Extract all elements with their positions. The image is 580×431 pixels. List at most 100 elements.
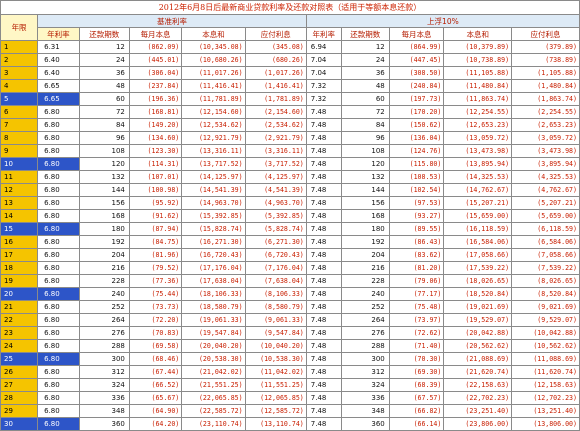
- total-cell: (15,392.85): [181, 209, 246, 223]
- total-up-cell: (22,702.23): [443, 391, 513, 405]
- total-cell: (12,534.62): [181, 118, 246, 132]
- monthly-cell: (64.90): [128, 404, 183, 418]
- monthly-up-cell: (447.45): [388, 53, 445, 67]
- year-cell: 16: [0, 235, 39, 249]
- rate-cell: 6.80: [37, 378, 80, 392]
- table-row: 18 6.80 216 (79.52) (17,176.04) (7,176.04) 7.4…: [0, 261, 580, 275]
- count-up-cell: 204: [340, 248, 390, 262]
- count-cell: 36: [78, 66, 130, 80]
- total-up-cell: (18,026.65): [443, 274, 513, 288]
- interest-cell: (10,040.20): [244, 339, 307, 353]
- interest-up-cell: (7,058.66): [511, 248, 580, 262]
- total-up-cell: (22,158.63): [443, 378, 513, 392]
- interest-cell: (1,781.89): [244, 92, 307, 106]
- total-up-cell: (23,806.00): [443, 417, 513, 431]
- table-row: 29 6.80 348 (64.90) (22,585.72) (12,585.72) 7.…: [0, 404, 580, 418]
- table-row: 8 6.80 96 (134.60) (12,921.79) (2,921.79) 7.48…: [0, 131, 580, 145]
- monthly-cell: (65.67): [128, 391, 183, 405]
- interest-cell: (12,065.85): [244, 391, 307, 405]
- interest-up-cell: (11,088.69): [511, 352, 580, 366]
- monthly-up-cell: (150.62): [388, 118, 445, 132]
- count-up-cell: 348: [340, 404, 390, 418]
- rate-cell: 6.80: [37, 131, 80, 145]
- monthly-cell: (100.98): [128, 183, 183, 197]
- interest-cell: (10,538.30): [244, 352, 307, 366]
- year-cell: 9: [0, 144, 39, 158]
- rate-up-cell: 7.48: [305, 209, 342, 223]
- monthly-cell: (862.09): [128, 40, 183, 54]
- year-cell: 10: [0, 157, 39, 171]
- total-cell: (13,316.11): [181, 144, 246, 158]
- year-cell: 17: [0, 248, 39, 262]
- interest-up-cell: (379.89): [511, 40, 580, 54]
- total-cell: (19,547.84): [181, 326, 246, 340]
- monthly-up-cell: (240.84): [388, 79, 445, 93]
- year-cell: 26: [0, 365, 39, 379]
- interest-up-cell: (1,863.74): [511, 92, 580, 106]
- interest-up-cell: (11,620.74): [511, 365, 580, 379]
- table-row: 6 6.80 72 (168.81) (12,154.60) (2,154.60) 7.48…: [0, 105, 580, 119]
- monthly-up-cell: (69.30): [388, 365, 445, 379]
- total-up-cell: (17,058.66): [443, 248, 513, 262]
- table-row: 1 6.31 12 (862.09) (10,345.08) (345.08) 6.94 12…: [0, 40, 580, 54]
- count-up-cell: 108: [340, 144, 390, 158]
- total-up-cell: (21,620.74): [443, 365, 513, 379]
- count-cell: 132: [78, 170, 130, 184]
- monthly-cell: (79.52): [128, 261, 183, 275]
- count-cell: 192: [78, 235, 130, 249]
- count-cell: 228: [78, 274, 130, 288]
- monthly-cell: (149.20): [128, 118, 183, 132]
- rate-cell: 6.80: [37, 209, 80, 223]
- rate-up-cell: 7.32: [305, 79, 342, 93]
- total-cell: (16,720.43): [181, 248, 246, 262]
- total-up-cell: (21,088.69): [443, 352, 513, 366]
- table-row: 30 6.80 360 (64.20) (23,110.74) (13,110.74) 7.…: [0, 417, 580, 431]
- interest-up-cell: (4,762.67): [511, 183, 580, 197]
- total-up-cell: (16,584.06): [443, 235, 513, 249]
- monthly-up-cell: (68.39): [388, 378, 445, 392]
- count-cell: 144: [78, 183, 130, 197]
- count-cell: 288: [78, 339, 130, 353]
- count-cell: 312: [78, 365, 130, 379]
- total-up-cell: (23,251.40): [443, 404, 513, 418]
- total-cell: (21,551.25): [181, 378, 246, 392]
- interest-cell: (1,416.41): [244, 79, 307, 93]
- count-cell: 264: [78, 313, 130, 327]
- monthly-up-cell: (93.27): [388, 209, 445, 223]
- count-up-cell: 264: [340, 313, 390, 327]
- interest-cell: (5,828.74): [244, 222, 307, 236]
- monthly-cell: (72.20): [128, 313, 183, 327]
- total-header: 本息和: [181, 27, 246, 41]
- interest-cell: (4,963.70): [244, 196, 307, 210]
- rate-up-cell: 7.48: [305, 183, 342, 197]
- year-cell: 22: [0, 313, 39, 327]
- year-cell: 23: [0, 326, 39, 340]
- rate-cell: 6.40: [37, 53, 80, 67]
- monthly-cell: (306.04): [128, 66, 183, 80]
- interest-up-cell: (3,059.72): [511, 131, 580, 145]
- monthly-cell: (123.30): [128, 144, 183, 158]
- rate-cell: 6.80: [37, 235, 80, 249]
- rate-cell: 6.80: [37, 391, 80, 405]
- monthly-up-cell: (75.48): [388, 300, 445, 314]
- count-up-cell: 120: [340, 157, 390, 171]
- count-up-cell: 336: [340, 391, 390, 405]
- rate-up-cell: 7.48: [305, 261, 342, 275]
- interest-up-cell: (6,584.06): [511, 235, 580, 249]
- monthly-cell: (67.44): [128, 365, 183, 379]
- rate-cell: 6.80: [37, 326, 80, 340]
- table-row: 5 6.65 60 (196.36) (11,781.89) (1,781.89) 7.32…: [0, 92, 580, 106]
- total-cell: (18,106.33): [181, 287, 246, 301]
- monthly-up-cell: (67.57): [388, 391, 445, 405]
- count-up-cell: 288: [340, 339, 390, 353]
- interest-up-cell: (9,529.07): [511, 313, 580, 327]
- rate-cell: 6.80: [37, 183, 80, 197]
- table-row: 7 6.80 84 (149.20) (12,534.62) (2,534.62) 7.48…: [0, 118, 580, 132]
- rate-cell: 6.80: [37, 404, 80, 418]
- monthly-up-cell: (136.04): [388, 131, 445, 145]
- interest-up-cell: (12,158.63): [511, 378, 580, 392]
- total-up-cell: (11,863.74): [443, 92, 513, 106]
- year-cell: 1: [0, 40, 39, 54]
- total-up-cell: (11,105.88): [443, 66, 513, 80]
- year-cell: 27: [0, 378, 39, 392]
